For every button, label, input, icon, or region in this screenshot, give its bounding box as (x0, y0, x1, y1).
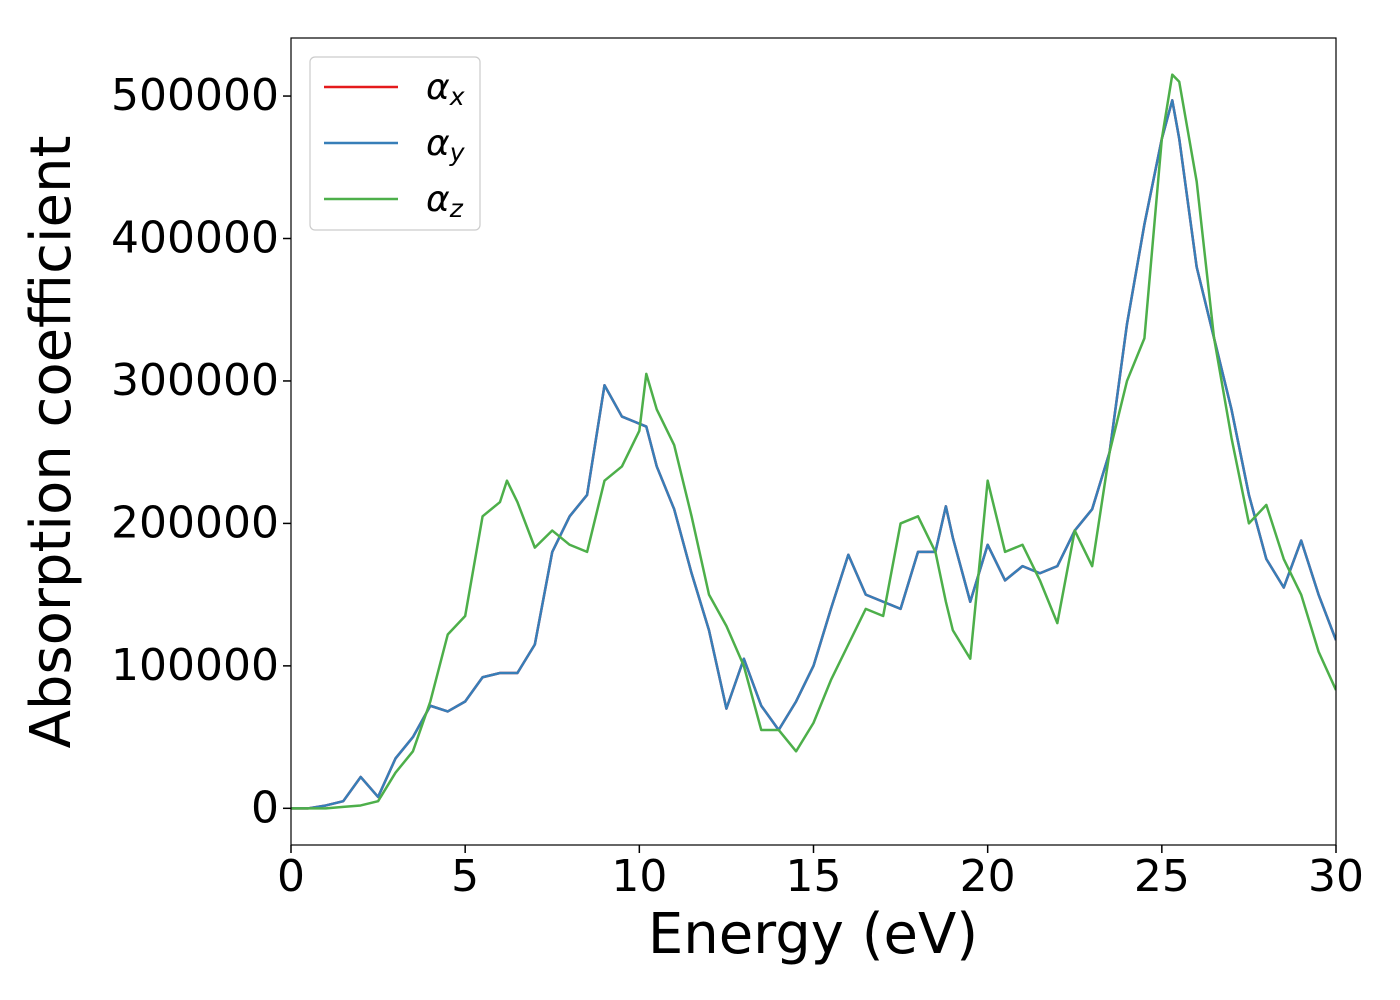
y-tick-label: 100000 (111, 640, 279, 691)
x-tick-label: 20 (960, 851, 1016, 902)
y-tick-label: 200000 (111, 497, 279, 548)
x-axis-label: Energy (eV) (648, 902, 978, 967)
legend-label: αy (426, 123, 466, 167)
y-axis-label: Absorption coefficient (19, 136, 84, 749)
y-tick-label: 500000 (111, 70, 279, 121)
x-tick-label: 15 (786, 851, 842, 902)
x-tick-label: 5 (451, 851, 479, 902)
y-tick-label: 400000 (111, 213, 279, 264)
legend-label: αx (426, 67, 465, 111)
x-tick-label: 0 (277, 851, 305, 902)
plot-frame (290, 37, 1337, 846)
y-tick-label: 300000 (111, 355, 279, 406)
series-line (291, 73, 1336, 810)
x-tick-label: 30 (1308, 851, 1364, 902)
legend-label: αz (426, 179, 464, 223)
series-line (291, 99, 1336, 810)
x-tick-label: 10 (611, 851, 667, 902)
x-tick-label: 25 (1134, 851, 1190, 902)
y-tick-label: 0 (251, 782, 279, 833)
